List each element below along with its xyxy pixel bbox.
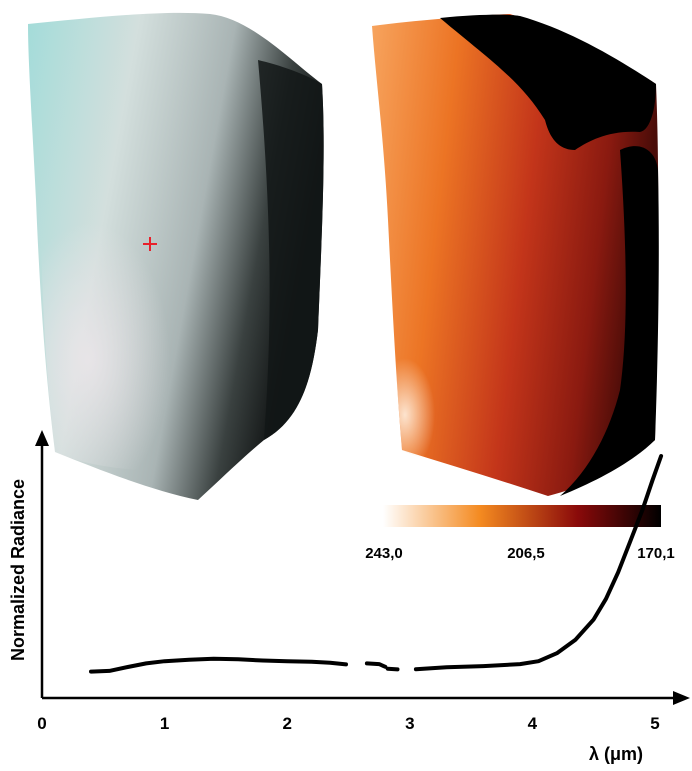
- x-axis-label: λ (μm): [589, 744, 643, 764]
- series-segment: [89, 656, 348, 674]
- x-tick-label: 4: [528, 714, 538, 733]
- x-axis-arrow: [673, 691, 690, 705]
- colorbar: 243,0 206,5 170,1: [365, 505, 675, 562]
- colorbar-label-min: 243,0: [365, 545, 403, 562]
- series-segment: [413, 454, 664, 672]
- visible-image-shadow: [258, 60, 324, 440]
- x-tick-label: 0: [37, 714, 46, 733]
- y-axis-arrow: [35, 430, 49, 446]
- series-segment: [364, 661, 388, 669]
- series-line: [89, 454, 664, 674]
- y-axis-label: Normalized Radiance: [8, 479, 28, 661]
- x-tick-label: 1: [160, 714, 169, 733]
- x-tick-label: 2: [282, 714, 291, 733]
- visible-image-highlight: [40, 194, 203, 470]
- colorbar-label-mid: 206,5: [507, 545, 545, 562]
- colorbar-gradient: [383, 505, 661, 527]
- thermal-image-hot-region: [392, 298, 479, 460]
- colorbar-label-max: 170,1: [637, 545, 675, 562]
- x-ticks: 0 1 2 3 4 5: [37, 714, 659, 733]
- thermal-image-cold-top: [440, 14, 656, 150]
- axes: 0 1 2 3 4 5 λ (μm) Normalized Radiance: [8, 430, 690, 764]
- series-segment: [385, 666, 400, 672]
- x-tick-label: 5: [650, 714, 659, 733]
- thermal-image-cold-right: [560, 146, 659, 496]
- thermal-image: [372, 14, 659, 496]
- visible-image: [28, 12, 324, 500]
- target-marker: [143, 237, 157, 251]
- x-tick-label: 3: [405, 714, 414, 733]
